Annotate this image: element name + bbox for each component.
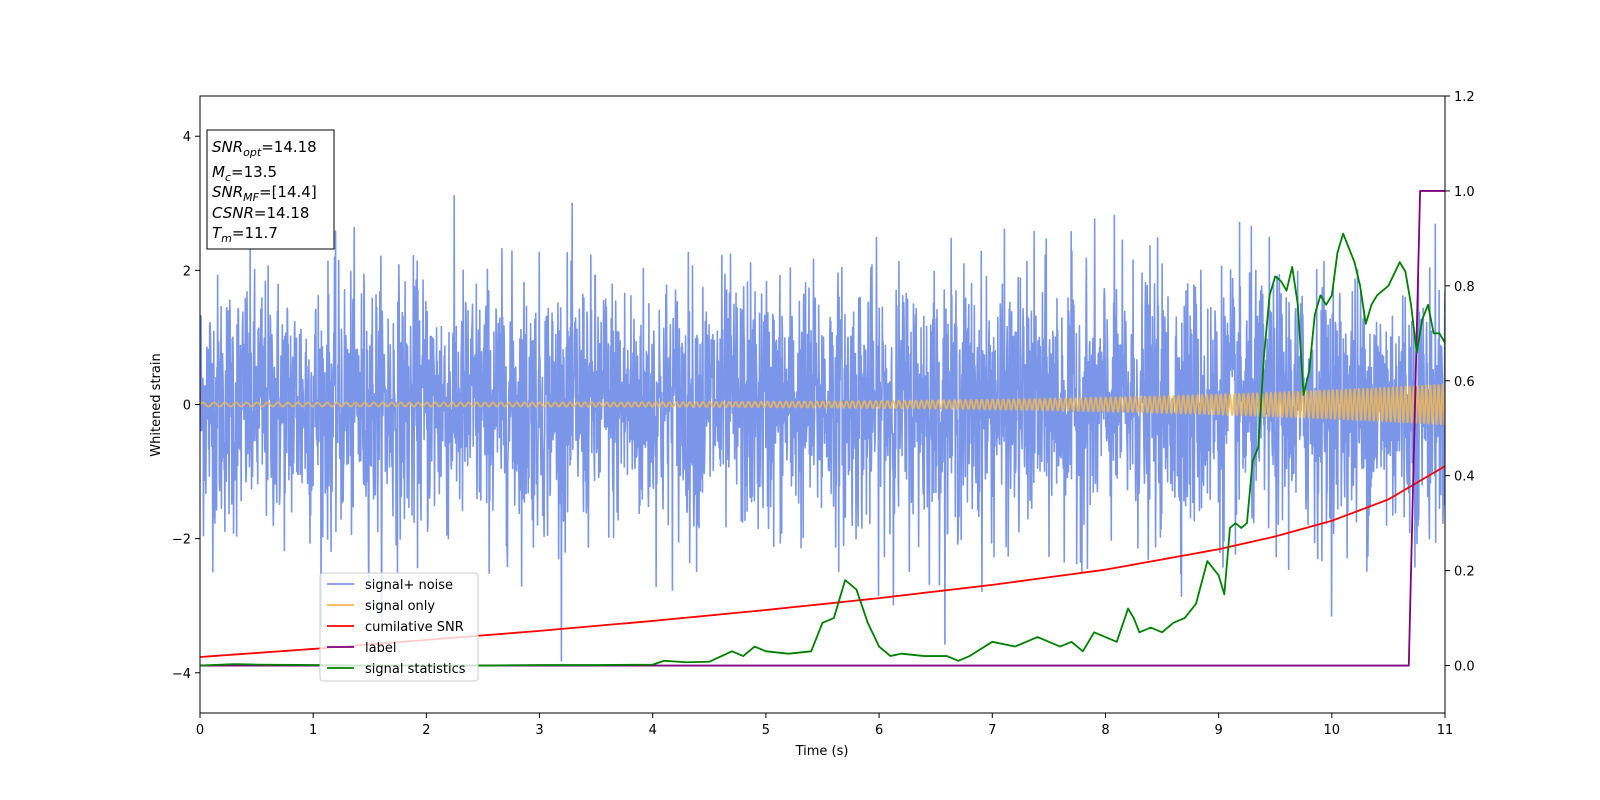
- legend: signal+ noise signal only cumilative SNR la…: [319, 572, 479, 682]
- annotation-line: SNRMF=[14.4]: [212, 183, 317, 204]
- y2-tick-label: 0.0: [1454, 660, 1475, 675]
- legend-entry: signal only: [365, 599, 435, 614]
- series-line-1: [200, 383, 1445, 426]
- series-line-4: [200, 232, 1445, 667]
- x-tick-label: 7: [988, 723, 996, 738]
- x-tick-label: 1: [309, 723, 317, 738]
- y-axis-label: Whitened strain: [149, 353, 164, 456]
- y-tick-label: −4: [172, 667, 191, 682]
- x-tick-label: 3: [535, 723, 543, 738]
- y2-tick-label: 0.8: [1454, 280, 1475, 295]
- y-tick-label: 0: [183, 399, 191, 414]
- y2-tick-label: 0.4: [1454, 470, 1475, 485]
- x-tick-label: 6: [875, 723, 883, 738]
- annotation-frame: [206, 129, 335, 250]
- x-tick-label: 2: [422, 723, 430, 738]
- legend-frame: [319, 572, 479, 682]
- legend-entry: signal+ noise: [365, 578, 453, 593]
- y2-tick-label: 0.6: [1454, 375, 1475, 390]
- annotation-line: CSNR=14.18: [212, 204, 309, 222]
- y-tick-label: 2: [183, 264, 191, 279]
- y-tick-label: −2: [172, 533, 191, 548]
- x-tick-label: 4: [649, 723, 657, 738]
- annotation-line: Mc=13.5: [212, 163, 277, 184]
- x-axis-label: Time (s): [795, 744, 849, 759]
- annotation-line: SNRopt=14.18: [212, 138, 317, 159]
- series-line-0: [200, 195, 1445, 662]
- annotation-line: Tm=11.7: [212, 224, 278, 245]
- x-tick-label: 0: [196, 723, 204, 738]
- y2-tick-label: 1.2: [1454, 90, 1475, 105]
- legend-entry: cumilative SNR: [365, 620, 464, 635]
- series-line-3: [200, 190, 1445, 667]
- x-tick-label: 8: [1101, 723, 1109, 738]
- x-tick-label: 9: [1214, 723, 1222, 738]
- y-tick-label: 4: [183, 130, 191, 145]
- y2-tick-label: 1.0: [1454, 185, 1475, 200]
- x-tick-label: 10: [1324, 723, 1341, 738]
- x-tick-label: 11: [1437, 723, 1454, 738]
- legend-entry: signal statistics: [365, 662, 466, 677]
- ticks-layer: 0 1 2 3 4 5 6 7 8 9 10 11 −4 −2 0 2 4 0.0 0.2 0.4 0.6 0.8 1.0 1…: [172, 90, 1475, 738]
- legend-entry: label: [365, 641, 396, 656]
- x-tick-label: 5: [762, 723, 770, 738]
- annotation-box: SNRopt=14.18 Mc=13.5SNRMF=[14.4]CSNR=14.1…: [206, 129, 335, 250]
- y2-tick-label: 0.2: [1454, 565, 1475, 580]
